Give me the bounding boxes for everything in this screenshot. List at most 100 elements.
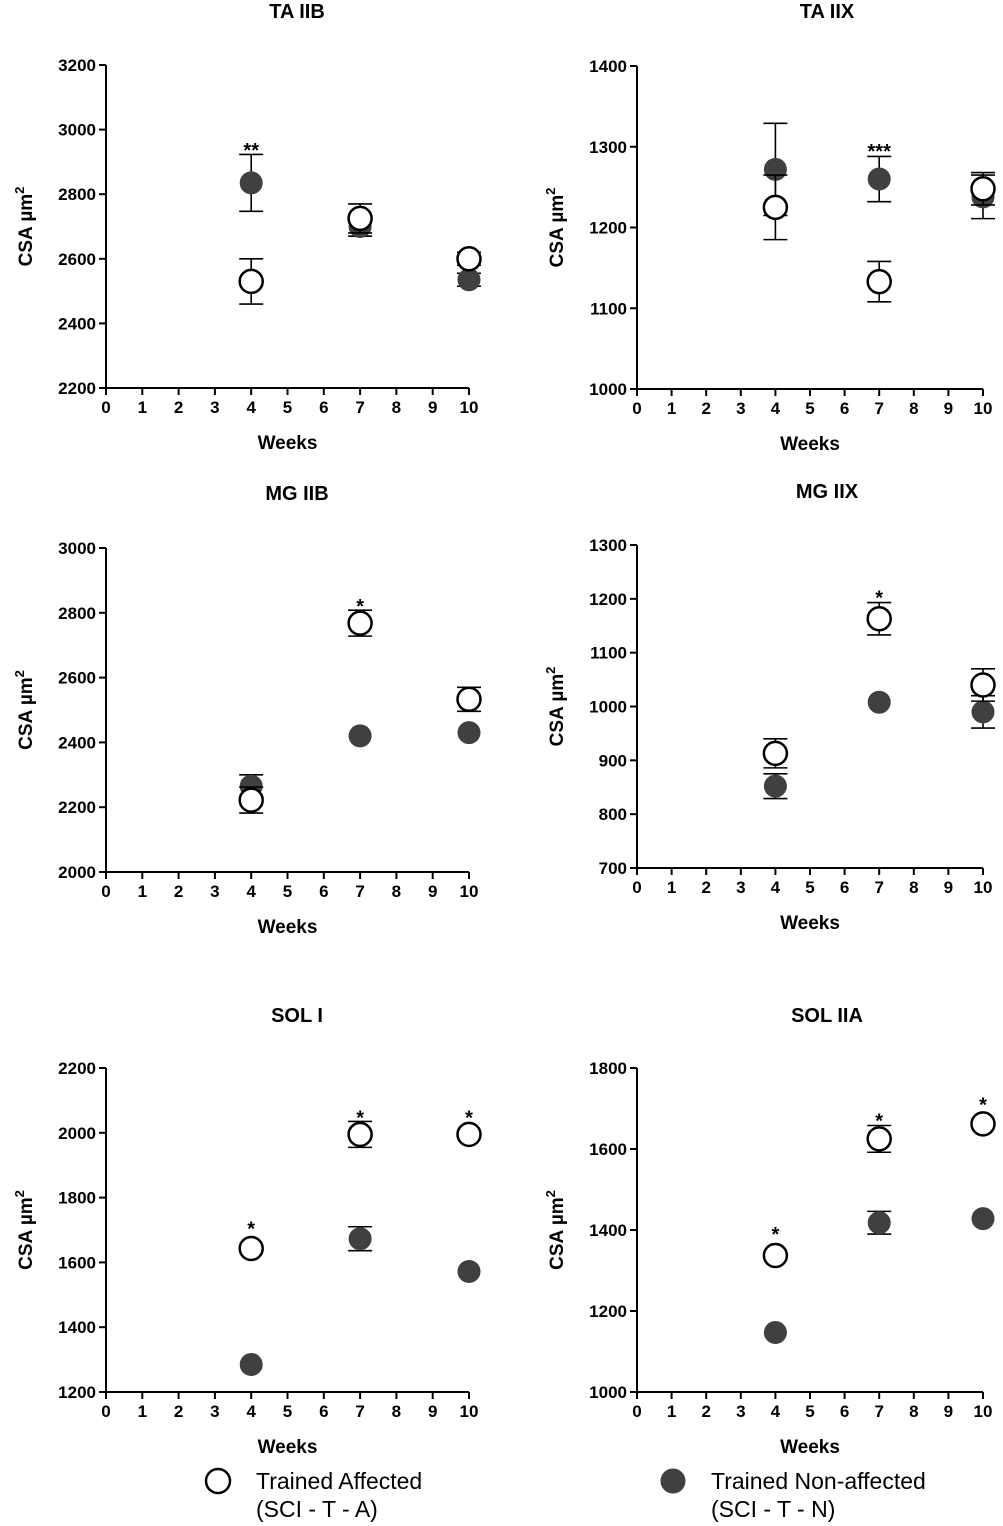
x-tick-label: 10 [974,399,993,418]
y-tick-label: 1200 [58,1383,96,1402]
y-tick-label: 2200 [58,798,96,817]
significance-marker: * [356,596,364,618]
y-tick-label: 1400 [589,1221,627,1240]
y-tick-label: 2000 [58,1124,96,1143]
x-tick-label: 4 [771,1402,781,1421]
x-tick-label: 6 [319,398,328,417]
x-tick-label: 1 [667,878,676,897]
x-tick-label: 1 [138,1402,147,1421]
x-tick-label: 8 [392,1402,401,1421]
x-axis-label: Weeks [258,917,318,938]
x-tick-label: 3 [210,1402,219,1421]
significance-marker: * [875,1111,883,1133]
significance-marker: * [979,1095,987,1117]
significance-marker: * [875,588,883,610]
chart-title: TA IIB [269,1,325,23]
data-point-affected [970,175,996,202]
y-axis-label-superscript: 2 [12,670,27,677]
x-tick-label: 0 [101,882,110,901]
y-axis-label-superscript: 2 [543,667,558,674]
x-tick-label: 10 [460,1402,479,1421]
y-tick-label: 1400 [589,57,627,76]
y-tick-label: 700 [599,859,627,878]
y-tick-label: 900 [599,751,627,770]
y-tick-label: 2600 [58,250,96,269]
y-tick-label: 2400 [58,314,96,333]
y-tick-label: 1100 [590,299,627,318]
data-point-affected [970,672,996,698]
legend-item-non-affected: Trained Non-affected (SCI - T - N) [660,1468,926,1522]
data-point-affected [762,740,789,767]
y-axis-label-superscript: 2 [543,188,558,195]
x-tick-label: 1 [667,1402,676,1421]
y-tick-label: 1000 [589,1383,627,1402]
data-point-affected [866,1126,892,1152]
y-axis-label: CSA µm2 [12,1190,37,1270]
significance-marker: *** [868,141,892,163]
significance-marker: * [356,1107,364,1129]
data-point-non-affected [348,1227,372,1251]
data-point-affected [347,610,373,636]
chart-title: SOL I [271,1005,323,1027]
x-tick-label: 8 [392,398,401,417]
x-tick-label: 4 [246,1402,256,1421]
x-tick-label: 2 [174,398,183,417]
x-tick-label: 10 [974,1402,993,1421]
y-tick-label: 1600 [589,1140,627,1159]
chart-title: MG IIB [265,483,328,505]
x-tick-label: 4 [771,878,781,897]
chart-title: SOL IIA [791,1005,863,1027]
significance-marker: ** [243,140,259,162]
chart-panel: TA IIX 1000 1100 1200 1300 1400 0 1 2 3 4 5 6 7 8 9 10 We… [543,1,996,455]
x-tick-label: 1 [138,882,147,901]
x-tick-label: 10 [460,398,479,417]
data-point-affected [762,194,789,221]
chart-panel: SOL I 1200 1400 1600 1800 2000 2200 0 1 2 3 4 5 6 7 8 9 1… [12,1005,482,1458]
x-tick-label: 0 [632,399,641,418]
x-tick-label: 3 [736,1402,745,1421]
x-tick-label: 2 [174,882,183,901]
x-tick-label: 7 [355,882,364,901]
x-axis-label: Weeks [780,913,840,934]
x-tick-label: 0 [101,398,110,417]
chart-panel: SOL IIA 1000 1200 1400 1600 1800 0 1 2 3 4 5 6 7 8 9 10 W… [543,1005,996,1458]
x-tick-label: 9 [944,878,953,897]
y-tick-label: 1100 [590,644,627,663]
x-tick-label: 3 [736,878,745,897]
legend-sublabel-affected: (SCI - T - A) [256,1496,378,1522]
data-point-non-affected [457,1259,481,1283]
y-tick-label: 2200 [58,379,96,398]
x-tick-label: 0 [632,878,641,897]
legend-marker-open-circle [204,1467,232,1495]
data-point-non-affected [763,1320,787,1344]
x-tick-label: 8 [909,878,918,897]
x-tick-label: 9 [944,1402,953,1421]
x-tick-label: 7 [874,399,883,418]
x-tick-label: 5 [805,399,814,418]
y-tick-label: 1200 [589,590,627,609]
y-tick-label: 1800 [589,1059,627,1078]
x-tick-label: 2 [701,878,710,897]
x-axis-label: Weeks [258,1437,318,1458]
data-point-non-affected [971,700,995,724]
data-point-affected [347,205,373,232]
data-point-non-affected [867,690,891,714]
x-tick-label: 5 [283,882,292,901]
x-tick-label: 1 [138,398,147,417]
data-point-affected [347,1121,373,1148]
y-tick-label: 1600 [58,1253,96,1272]
x-tick-label: 4 [246,882,256,901]
data-point-non-affected [239,1352,263,1376]
chart-panel: TA IIB 2200 2400 2600 2800 3000 3200 0 1 2 3 4 5 6 7 8 9… [12,1,482,454]
chart-title: TA IIX [800,1,855,23]
x-tick-label: 7 [874,1402,883,1421]
significance-marker: * [772,1224,780,1246]
data-point-non-affected [457,721,481,745]
chart-panel: MG IIB 2000 2200 2400 2600 2800 3000 0 1 2 3 4 5 6 7 8 9… [12,483,482,938]
x-axis-label: Weeks [780,1437,840,1458]
x-tick-label: 3 [210,882,219,901]
y-tick-label: 1800 [58,1189,96,1208]
x-tick-label: 9 [428,1402,437,1421]
y-axis-label-superscript: 2 [12,187,27,194]
